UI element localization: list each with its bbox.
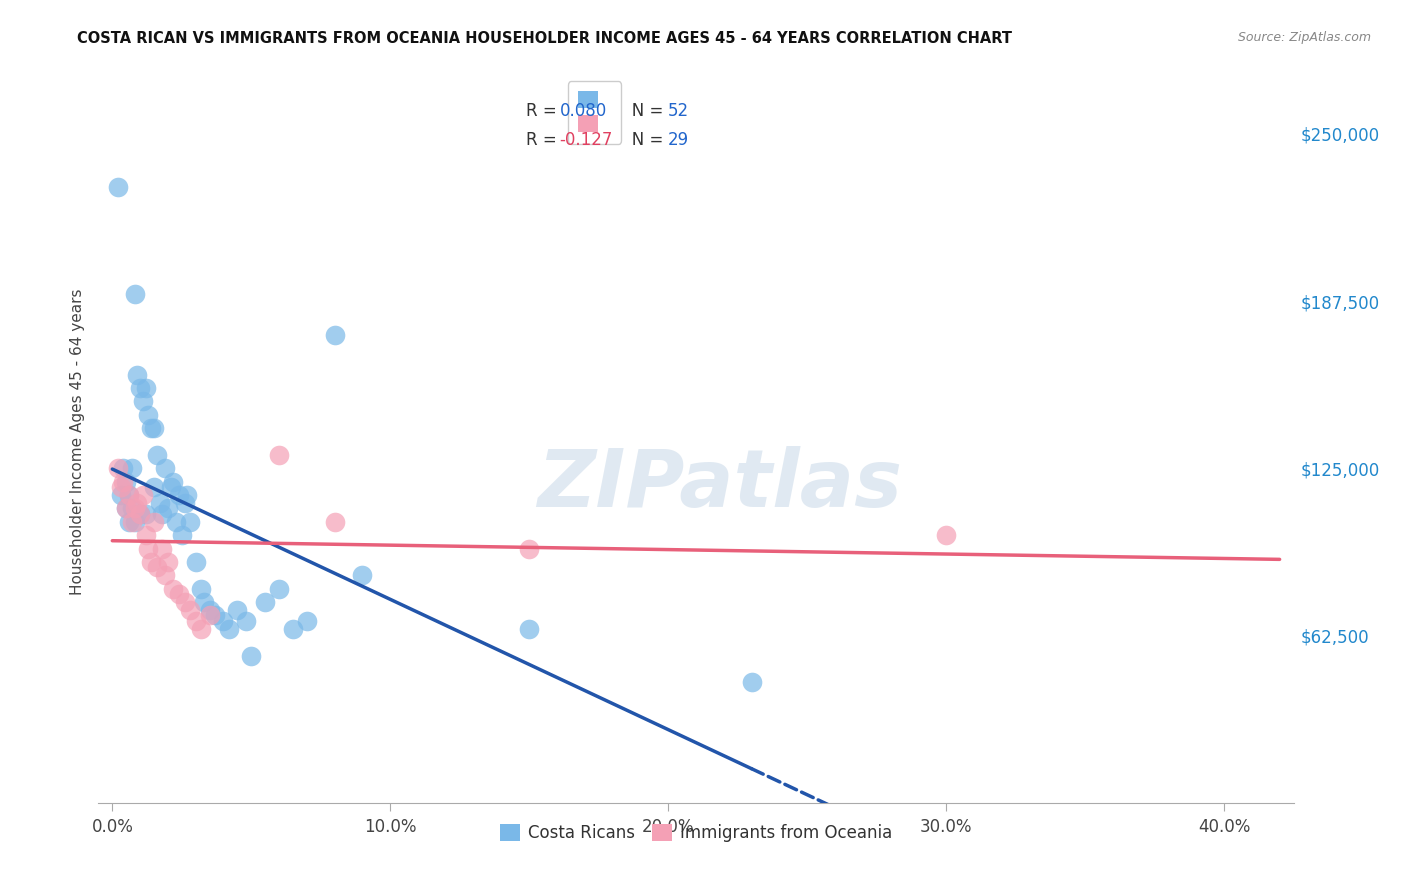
Point: [115, 501, 138, 516]
Point: [121, 515, 143, 529]
Point: [935, 528, 957, 542]
Point: [240, 648, 263, 663]
Point: [179, 603, 201, 617]
Point: [323, 327, 346, 342]
Text: 52: 52: [668, 102, 689, 120]
Point: [112, 461, 135, 475]
Point: [118, 488, 141, 502]
Point: [121, 501, 143, 516]
Point: [267, 582, 290, 596]
Point: [156, 501, 179, 516]
Point: [124, 515, 146, 529]
Point: [121, 461, 143, 475]
Point: [517, 622, 540, 636]
Point: [148, 496, 170, 510]
Point: [235, 614, 257, 628]
Point: [127, 368, 149, 382]
Point: [352, 568, 374, 582]
Point: [150, 507, 173, 521]
Point: [115, 501, 138, 516]
Text: 29: 29: [668, 130, 689, 149]
Point: [159, 480, 181, 494]
Y-axis label: Householder Income Ages 45 - 64 years: Householder Income Ages 45 - 64 years: [69, 288, 84, 595]
Point: [127, 496, 149, 510]
Point: [184, 614, 207, 628]
Legend: Costa Ricans, Immigrants from Oceania: Costa Ricans, Immigrants from Oceania: [494, 817, 898, 848]
Point: [517, 541, 540, 556]
Text: -0.127: -0.127: [560, 130, 613, 149]
Point: [323, 515, 346, 529]
Point: [124, 287, 146, 301]
Point: [179, 515, 201, 529]
Point: [204, 608, 226, 623]
Point: [198, 608, 221, 623]
Point: [132, 488, 155, 502]
Point: [193, 595, 215, 609]
Point: [129, 507, 152, 521]
Point: [153, 568, 176, 582]
Point: [295, 614, 318, 628]
Point: [107, 180, 129, 194]
Point: [254, 595, 277, 609]
Text: R =: R =: [526, 102, 562, 120]
Point: [176, 488, 198, 502]
Text: 0.080: 0.080: [560, 102, 607, 120]
Point: [167, 488, 190, 502]
Point: [118, 515, 141, 529]
Point: [184, 555, 207, 569]
Point: [170, 528, 193, 542]
Point: [146, 560, 169, 574]
Point: [138, 541, 160, 556]
Point: [190, 582, 212, 596]
Point: [124, 501, 146, 516]
Point: [135, 381, 157, 395]
Text: Source: ZipAtlas.com: Source: ZipAtlas.com: [1237, 31, 1371, 45]
Text: COSTA RICAN VS IMMIGRANTS FROM OCEANIA HOUSEHOLDER INCOME AGES 45 - 64 YEARS COR: COSTA RICAN VS IMMIGRANTS FROM OCEANIA H…: [77, 31, 1012, 46]
Point: [212, 614, 235, 628]
Point: [162, 582, 184, 596]
Point: [138, 408, 160, 422]
Text: N =: N =: [616, 102, 668, 120]
Point: [150, 541, 173, 556]
Point: [198, 603, 221, 617]
Point: [115, 475, 138, 489]
Point: [135, 507, 157, 521]
Point: [146, 448, 169, 462]
Point: [173, 496, 195, 510]
Point: [190, 622, 212, 636]
Point: [118, 488, 141, 502]
Point: [741, 675, 763, 690]
Point: [218, 622, 240, 636]
Point: [156, 555, 179, 569]
Point: [173, 595, 195, 609]
Point: [141, 555, 163, 569]
Point: [226, 603, 249, 617]
Point: [281, 622, 304, 636]
Point: [162, 475, 184, 489]
Point: [135, 528, 157, 542]
Point: [143, 480, 166, 494]
Point: [110, 480, 132, 494]
Text: R =: R =: [526, 130, 562, 149]
Point: [141, 421, 163, 435]
Point: [107, 461, 129, 475]
Point: [110, 488, 132, 502]
Point: [112, 475, 135, 489]
Point: [143, 515, 166, 529]
Point: [143, 421, 166, 435]
Point: [129, 507, 152, 521]
Text: ZIPatlas: ZIPatlas: [537, 446, 903, 524]
Point: [129, 381, 152, 395]
Point: [165, 515, 187, 529]
Point: [153, 461, 176, 475]
Text: N =: N =: [616, 130, 668, 149]
Point: [267, 448, 290, 462]
Point: [132, 394, 155, 409]
Point: [167, 587, 190, 601]
